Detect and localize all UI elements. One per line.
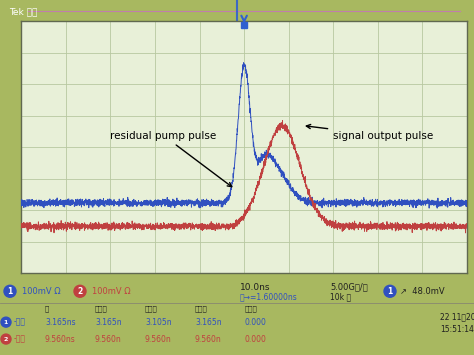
Circle shape	[384, 285, 396, 297]
Text: ↗  48.0mV: ↗ 48.0mV	[400, 287, 445, 296]
Text: 10.0ns: 10.0ns	[240, 283, 271, 292]
Text: 0.000: 0.000	[245, 318, 267, 327]
Text: Tek 预览: Tek 预览	[9, 7, 38, 16]
Text: ⎕→=1.60000ns: ⎕→=1.60000ns	[240, 293, 298, 302]
Text: 9.560n: 9.560n	[195, 334, 222, 344]
Text: 3.165ns: 3.165ns	[45, 318, 76, 327]
Text: -宽度: -宽度	[14, 334, 26, 344]
Text: 1: 1	[387, 287, 392, 296]
Text: -宽度: -宽度	[14, 318, 26, 327]
Text: ②: ②	[24, 221, 32, 231]
Text: 3.165n: 3.165n	[195, 318, 222, 327]
Circle shape	[4, 285, 16, 297]
Circle shape	[74, 285, 86, 297]
Text: 9.560n: 9.560n	[95, 334, 122, 344]
Text: 10k 点: 10k 点	[330, 293, 351, 302]
Text: 最大値: 最大値	[195, 305, 208, 311]
Text: signal output pulse: signal output pulse	[306, 125, 433, 141]
Text: 2: 2	[4, 337, 8, 342]
Text: 1: 1	[8, 287, 13, 296]
Text: residual pump pulse: residual pump pulse	[110, 131, 232, 187]
Text: 2: 2	[77, 287, 82, 296]
Text: ①: ①	[24, 198, 32, 208]
Text: 标注差: 标注差	[245, 305, 258, 311]
Text: 22 11月2019: 22 11月2019	[440, 313, 474, 322]
Text: 3.165n: 3.165n	[95, 318, 122, 327]
Text: 1: 1	[4, 320, 8, 324]
Text: 最小値: 最小値	[145, 305, 158, 311]
Text: 値: 値	[45, 305, 49, 311]
Text: 100mV Ω: 100mV Ω	[22, 287, 61, 296]
Text: 9.560ns: 9.560ns	[45, 334, 76, 344]
Text: 0.000: 0.000	[245, 334, 267, 344]
Text: 3.105n: 3.105n	[145, 318, 172, 327]
Text: 平均値: 平均値	[95, 305, 108, 311]
Text: 15:51:14: 15:51:14	[440, 324, 474, 334]
Text: 9.560n: 9.560n	[145, 334, 172, 344]
Circle shape	[1, 334, 11, 344]
Text: 5.00G次/秒: 5.00G次/秒	[330, 283, 368, 292]
Text: 100mV Ω: 100mV Ω	[92, 287, 131, 296]
Circle shape	[1, 317, 11, 327]
